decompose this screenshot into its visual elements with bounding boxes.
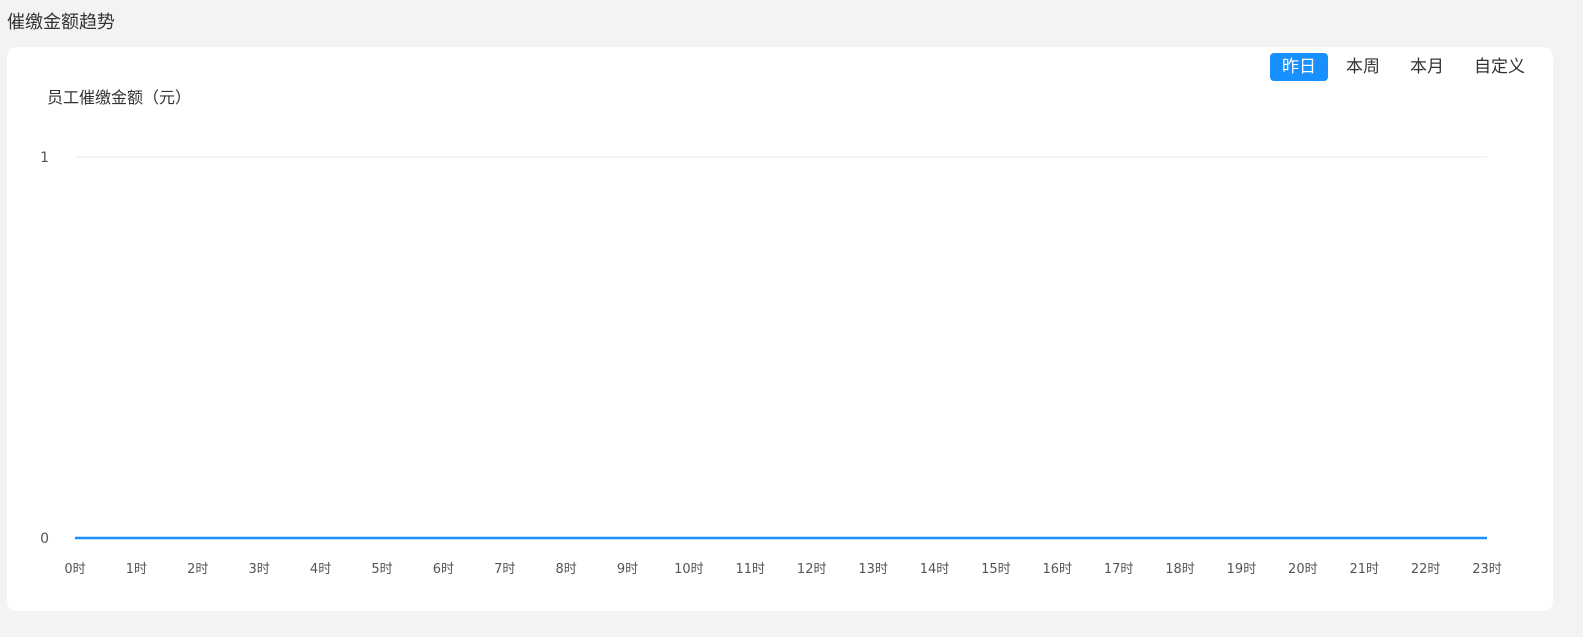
x-tick-label: 3时	[249, 562, 270, 577]
x-tick-label: 8时	[555, 562, 576, 577]
x-tick-label: 9时	[617, 562, 638, 577]
tab-this-month[interactable]: 本月	[1410, 57, 1444, 77]
y-tick-label: 1	[40, 150, 49, 166]
tab-this-week[interactable]: 本周	[1346, 57, 1380, 77]
x-tick-label: 0时	[64, 562, 85, 577]
x-tick-label: 14时	[920, 562, 950, 577]
y-tick-label: 0	[40, 531, 49, 547]
x-tick-label: 18时	[1165, 562, 1195, 577]
tab-yesterday[interactable]: 昨日	[1270, 53, 1328, 81]
x-tick-label: 5时	[371, 562, 392, 577]
x-tick-label: 13时	[858, 562, 888, 577]
x-tick-label: 17时	[1104, 562, 1134, 577]
x-tick-label: 23时	[1472, 562, 1502, 577]
x-tick-label: 19时	[1227, 562, 1257, 577]
x-tick-label: 12时	[797, 562, 827, 577]
x-tick-label: 16时	[1042, 562, 1072, 577]
x-tick-label: 6时	[433, 562, 454, 577]
x-tick-label: 11时	[736, 562, 766, 577]
x-tick-label: 15时	[981, 562, 1011, 577]
period-tabs: 昨日 本周 本月 自定义	[1270, 53, 1537, 81]
x-tick-label: 10时	[674, 562, 704, 577]
section-title: 催缴金额趋势	[7, 12, 115, 33]
x-tick-label: 4时	[310, 562, 331, 577]
x-tick-label: 1时	[126, 562, 147, 577]
x-tick-label: 21时	[1349, 562, 1379, 577]
chart-card: 昨日 本周 本月 自定义 员工催缴金额（元） 0 1 0时 1时 2时 3时 4时 5时 6时 7…	[7, 47, 1553, 611]
tab-custom[interactable]: 自定义	[1474, 57, 1525, 77]
x-tick-label: 22时	[1411, 562, 1441, 577]
x-tick-label: 7时	[494, 562, 515, 577]
x-tick-label: 20时	[1288, 562, 1318, 577]
x-tick-label: 2时	[187, 562, 208, 577]
y-axis-label: 员工催缴金额（元）	[47, 88, 191, 107]
